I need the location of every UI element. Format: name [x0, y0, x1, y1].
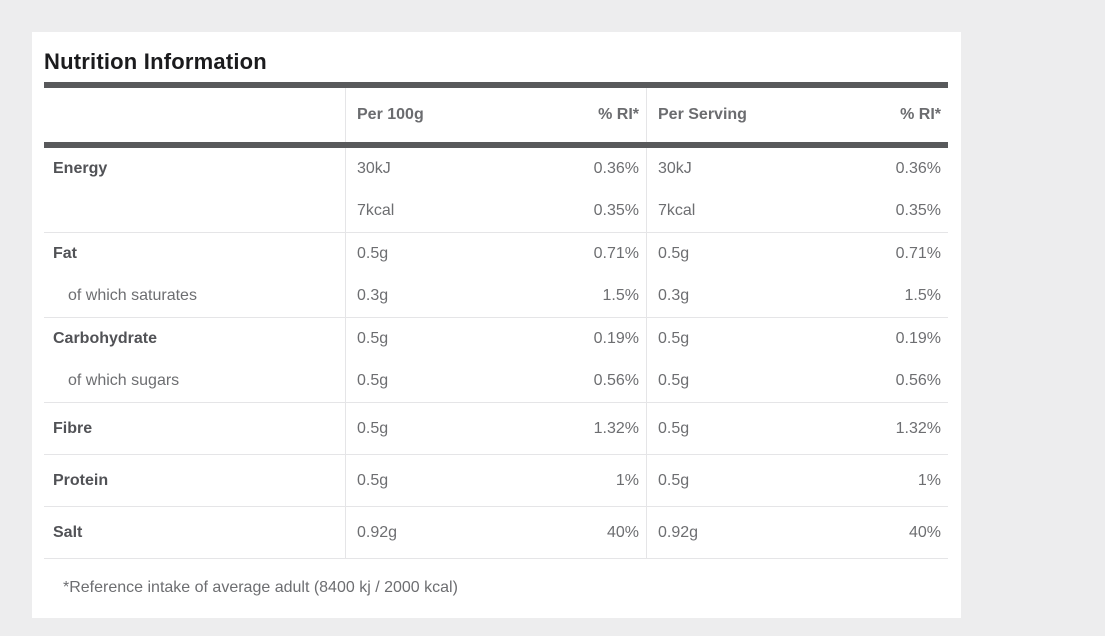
table-row-group-protein: Protein 0.5g 1% 0.5g 1%: [44, 455, 948, 507]
per-serving-value: 0.5g: [646, 360, 797, 402]
table-row-group-fat: Fat 0.5g 0.71% 0.5g 0.71% of which satur…: [44, 233, 948, 318]
per-serving-value: 0.5g: [646, 455, 797, 506]
reference-intake-note: *Reference intake of average adult (8400…: [63, 579, 458, 596]
header-per-100g-ri: % RI*: [598, 106, 639, 123]
per-serving-value: 30kJ: [646, 148, 797, 190]
nutrient-label: Carbohydrate: [53, 330, 158, 347]
per-serving-value: 0.5g: [646, 318, 797, 360]
per-100g-ri: 0.56%: [593, 372, 639, 389]
per-100g-value: 0.92g: [345, 507, 496, 558]
per-serving-value: 7kcal: [646, 190, 797, 232]
per-serving-value: 0.5g: [646, 233, 797, 275]
per-serving-ri: 1%: [917, 471, 941, 489]
per-100g-value: 0.5g: [345, 455, 496, 506]
per-serving-value: 0.3g: [646, 275, 797, 317]
nutrition-card: Nutrition Information Per 100g % RI* Per…: [32, 32, 961, 618]
per-serving-value: 0.5g: [646, 403, 797, 454]
per-100g-ri: 0.35%: [593, 202, 639, 219]
per-100g-value: 0.5g: [345, 233, 496, 275]
per-100g-ri: 0.71%: [593, 245, 639, 262]
per-serving-value: 0.92g: [646, 507, 797, 558]
per-100g-ri: 1%: [615, 471, 639, 489]
per-serving-ri: 1.5%: [904, 287, 941, 304]
table-row-group-salt: Salt 0.92g 40% 0.92g 40%: [44, 507, 948, 559]
per-100g-ri: 0.19%: [593, 330, 639, 347]
header-per-serving-ri: % RI*: [900, 106, 941, 123]
per-serving-ri: 0.71%: [895, 245, 941, 262]
per-serving-ri: 0.36%: [895, 160, 941, 177]
table-row-group-energy: Energy 30kJ 0.36% 30kJ 0.36% 7kcal 0.35%…: [44, 148, 948, 233]
nutrient-label: Salt: [53, 523, 83, 541]
table-row-group-carbohydrate: Carbohydrate 0.5g 0.19% 0.5g 0.19% of wh…: [44, 318, 948, 403]
per-100g-value: 0.3g: [345, 275, 496, 317]
per-serving-ri: 40%: [908, 523, 941, 541]
header-per-serving: Per Serving: [646, 88, 797, 142]
header-per-100g: Per 100g: [345, 88, 496, 142]
per-100g-value: 30kJ: [345, 148, 496, 190]
nutrient-sublabel: of which saturates: [68, 287, 197, 304]
nutrition-title: Nutrition Information: [44, 49, 267, 74]
thick-divider-header: [44, 142, 948, 148]
nutrient-label: Fibre: [53, 419, 93, 437]
table-row-group-fibre: Fibre 0.5g 1.32% 0.5g 1.32%: [44, 403, 948, 455]
nutrient-label: Fat: [53, 245, 77, 262]
nutrient-label: Energy: [53, 160, 108, 177]
per-100g-value: 0.5g: [345, 360, 496, 402]
per-100g-ri: 0.36%: [593, 160, 639, 177]
per-100g-ri: 40%: [606, 523, 639, 541]
per-100g-ri: 1.5%: [602, 287, 639, 304]
nutrient-sublabel: of which sugars: [68, 372, 180, 389]
header-nutrient: [44, 88, 345, 142]
nutrient-label: Protein: [53, 471, 109, 489]
table-header-row: Per 100g % RI* Per Serving % RI*: [44, 88, 948, 142]
per-100g-value: 7kcal: [345, 190, 496, 232]
per-serving-ri: 0.56%: [895, 372, 941, 389]
per-100g-value: 0.5g: [345, 318, 496, 360]
thick-divider-top: [44, 82, 948, 88]
per-serving-ri: 0.35%: [895, 202, 941, 219]
per-serving-ri: 1.32%: [895, 419, 941, 437]
per-100g-ri: 1.32%: [593, 419, 639, 437]
per-100g-value: 0.5g: [345, 403, 496, 454]
per-serving-ri: 0.19%: [895, 330, 941, 347]
nutrient-label: [44, 190, 345, 232]
